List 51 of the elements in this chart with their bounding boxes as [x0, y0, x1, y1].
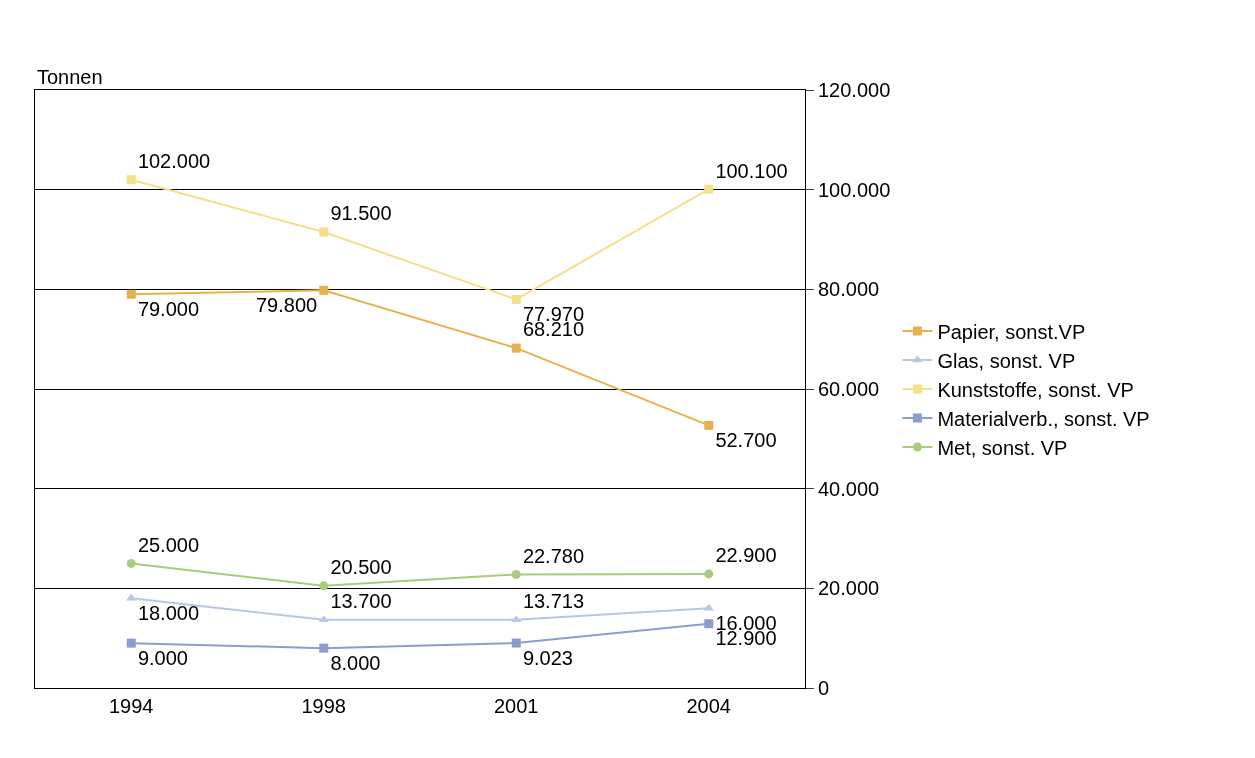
legend-label: Kunststoffe, sonst. VP — [937, 378, 1134, 401]
y-tick-label: 100.000 — [818, 178, 891, 201]
legend-label: Papier, sonst.VP — [937, 320, 1086, 343]
data-label: 20.500 — [330, 556, 392, 579]
point — [126, 175, 136, 185]
y-tick-label: 0 — [818, 677, 830, 699]
data-label: 25.000 — [137, 533, 200, 556]
point — [126, 558, 136, 568]
point — [511, 638, 521, 648]
data-label: 100.100 — [715, 159, 788, 182]
point — [319, 227, 329, 237]
data-label: 52.700 — [715, 429, 777, 452]
y-tick-label: 20.000 — [818, 577, 880, 600]
point — [319, 285, 329, 295]
x-tick-label: 2001 — [494, 695, 539, 717]
y-tick-label: 80.000 — [818, 278, 880, 301]
data-label: 79.000 — [137, 297, 200, 320]
point — [126, 638, 136, 648]
point — [704, 420, 714, 430]
data-label: 79.800 — [255, 293, 318, 316]
data-label: 13.700 — [330, 590, 392, 613]
x-tick-label: 1998 — [301, 695, 346, 717]
point — [126, 593, 137, 601]
data-label: 9.023 — [522, 646, 573, 669]
data-label: 8.000 — [330, 651, 381, 674]
point — [319, 581, 329, 591]
point — [704, 184, 714, 194]
point — [704, 619, 714, 629]
point — [511, 343, 521, 353]
data-label: 9.000 — [137, 646, 188, 669]
data-label: 18.000 — [137, 601, 200, 624]
legend-label: Materialverb., sonst. VP — [937, 407, 1150, 430]
y-tick-label: 60.000 — [818, 378, 880, 400]
y-axis-title: Tonnen — [37, 66, 103, 88]
x-tick-label: 1994 — [109, 695, 154, 717]
x-tick-label: 2004 — [686, 695, 731, 717]
y-tick-label: 40.000 — [818, 477, 880, 500]
data-label: 13.713 — [522, 590, 585, 613]
legend-label: Glas, sonst. VP — [937, 349, 1076, 372]
data-label: 102.000 — [137, 150, 211, 173]
point — [319, 643, 329, 653]
y-tick-label: 120.000 — [818, 79, 891, 101]
point — [126, 289, 136, 299]
point — [703, 603, 714, 611]
point — [511, 569, 521, 579]
point — [511, 294, 521, 304]
point — [704, 569, 714, 579]
data-label: 22.780 — [522, 544, 585, 567]
legend-label: Met, sonst. VP — [937, 436, 1068, 459]
data-label: 91.500 — [330, 202, 392, 225]
data-label: 22.900 — [715, 544, 777, 567]
